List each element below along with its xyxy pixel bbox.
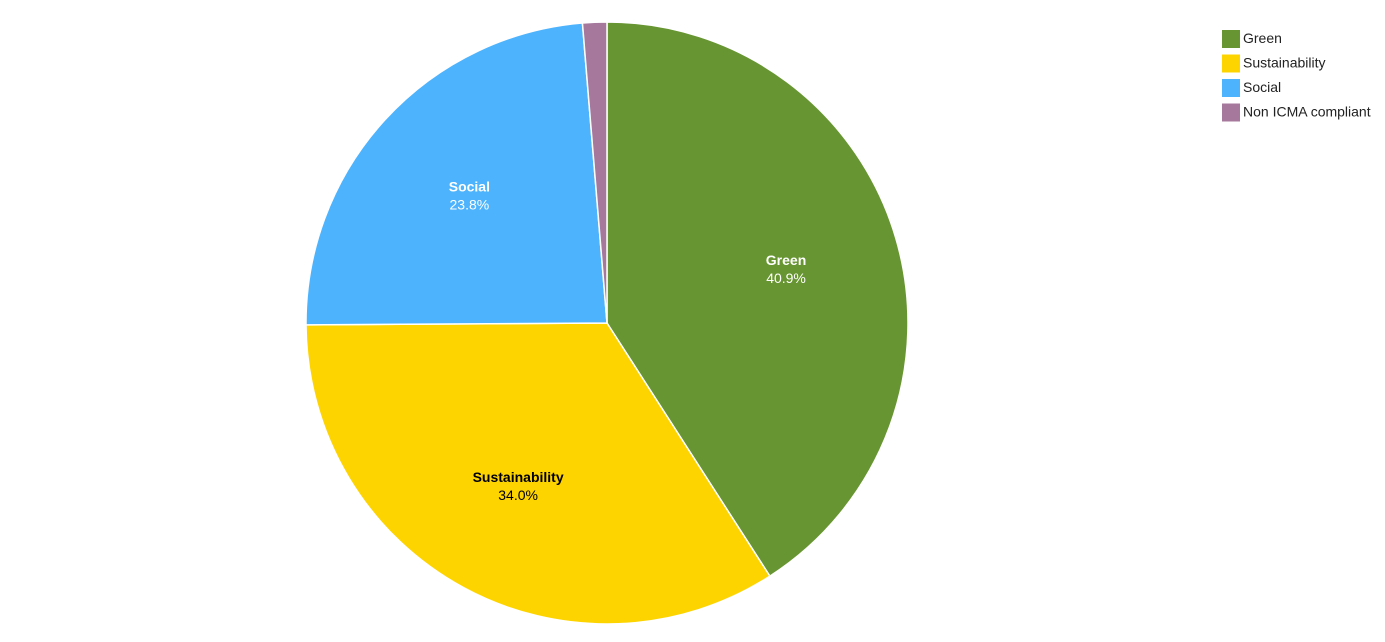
legend-label: Social xyxy=(1243,79,1281,95)
slice-label: Sustainability xyxy=(473,469,564,485)
legend-swatch xyxy=(1222,54,1240,73)
slice-value-label: 23.8% xyxy=(450,197,490,213)
pie-slice xyxy=(305,22,608,326)
legend-swatch xyxy=(1222,103,1240,122)
legend-label: Green xyxy=(1243,30,1282,46)
slice-value-label: 34.0% xyxy=(498,487,538,503)
slice-label: Green xyxy=(766,252,806,268)
slice-value-label: 40.9% xyxy=(766,270,806,286)
slice-label: Social xyxy=(449,179,490,195)
pie-slice xyxy=(581,21,608,324)
legend-swatch xyxy=(1222,30,1240,48)
pie-slice xyxy=(606,21,909,578)
legend-label: Sustainability xyxy=(1243,55,1326,71)
pie-slice xyxy=(305,322,771,625)
legend-swatch xyxy=(1222,79,1240,97)
legend-label: Non ICMA compliant xyxy=(1243,104,1371,120)
